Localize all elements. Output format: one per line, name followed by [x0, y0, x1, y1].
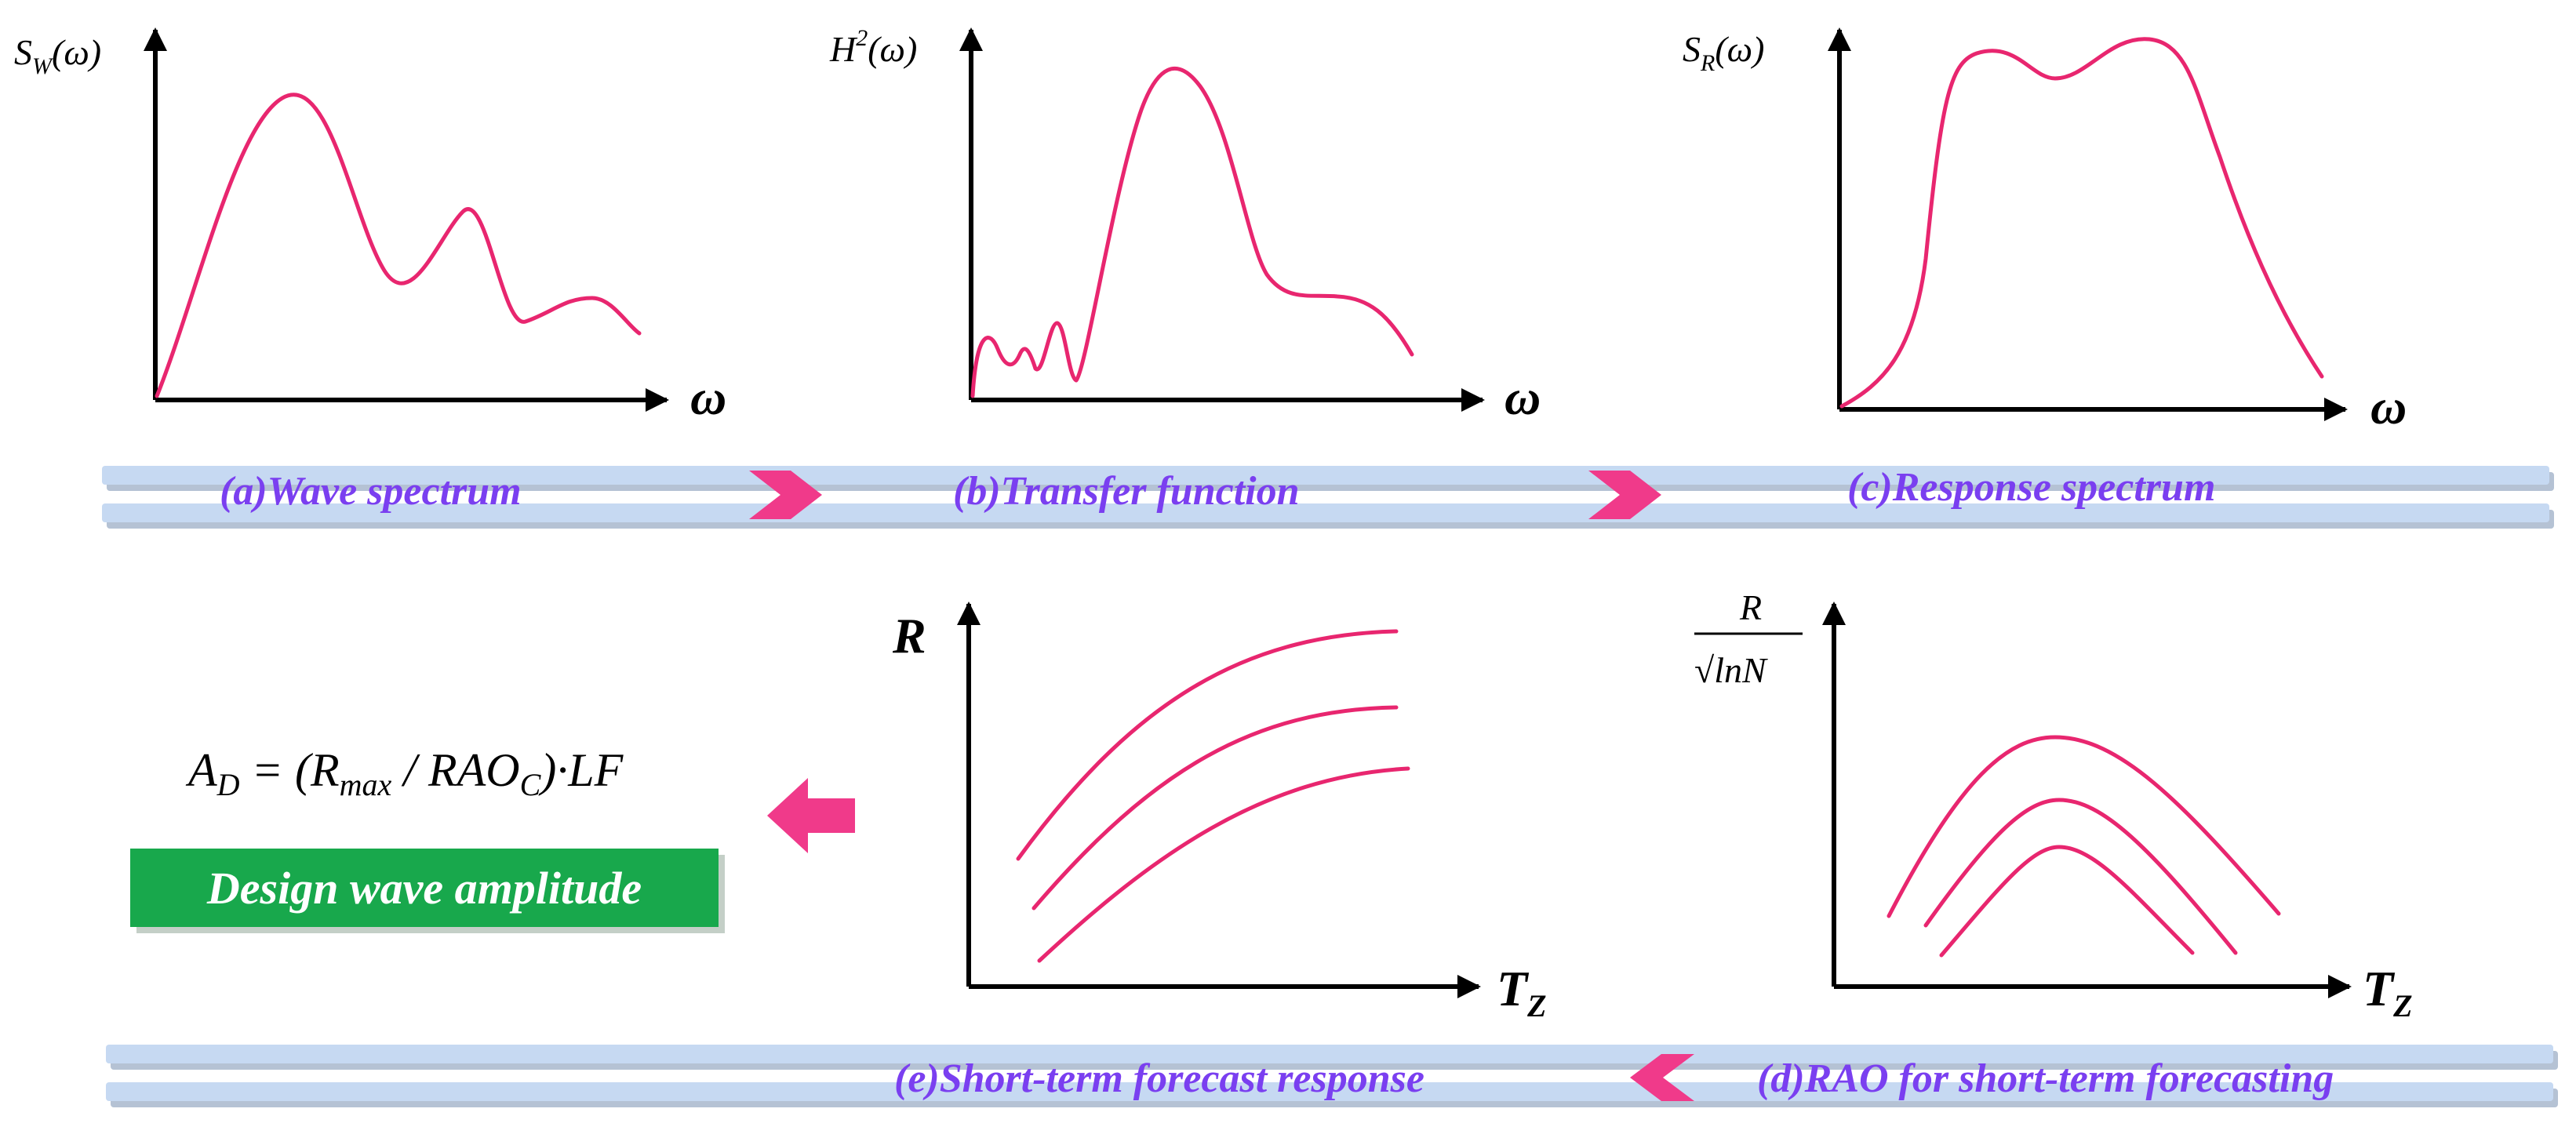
caption-e: (e)Short-term forecast response [894, 1056, 1424, 1101]
bottom-band [106, 1045, 2558, 1107]
caption-d: (d)RAO for short-term forecasting [1757, 1056, 2334, 1101]
design-wave-badge-label: Design wave amplitude [206, 863, 642, 914]
left-arrow [767, 778, 855, 853]
design-wave-badge: Design wave amplitude [130, 849, 725, 933]
chart-d-curve-lower [1939, 845, 2195, 958]
chart-b-y-label: H2(ω) [829, 25, 917, 69]
chart-a-x-label: ω [690, 369, 726, 425]
chart-c-x-label: ω [2370, 379, 2407, 434]
chart-c-curve [1839, 37, 2324, 409]
caption-a: (a)Wave spectrum [220, 469, 522, 514]
chart-e-curve-lower [1037, 766, 1410, 963]
chart-c: SR(ω) ω [1683, 27, 2407, 434]
chart-a-y-label: SW(ω) [14, 32, 101, 79]
chart-d-curve-middle [1923, 798, 2238, 955]
chart-d-x-label: TZ [2363, 961, 2413, 1023]
chart-a: SW(ω) ω [14, 27, 726, 425]
chart-e-curve-middle [1031, 705, 1399, 911]
chart-e-curve-upper [1016, 629, 1399, 861]
chart-b: H2(ω) ω [829, 25, 1541, 425]
top-flow-arrow-2 [1588, 471, 1661, 519]
top-band [102, 466, 2554, 529]
caption-c: (c)Response spectrum [1847, 465, 2215, 510]
bottom-flow-arrow [1630, 1054, 1694, 1101]
chart-e-y-label: R [892, 608, 926, 663]
chart-e: R TZ [892, 602, 1547, 1023]
chart-d-y-label-numerator: R [1739, 587, 1762, 627]
chart-e-x-label: TZ [1497, 961, 1547, 1023]
top-flow-arrow-1 [749, 471, 822, 519]
chart-d: R √lnN TZ [1694, 587, 2413, 1023]
chart-a-curve [155, 93, 642, 398]
chart-c-y-label: SR(ω) [1683, 29, 1764, 76]
chart-b-x-label: ω [1504, 369, 1541, 425]
chart-d-curve-upper [1887, 735, 2281, 918]
chart-d-y-label-denominator: √lnN [1694, 650, 1768, 690]
chart-b-curve [970, 67, 1414, 398]
caption-b: (b)Transfer function [953, 469, 1300, 514]
design-formula: AD = (Rmax / RAOC)·LF [185, 744, 624, 802]
